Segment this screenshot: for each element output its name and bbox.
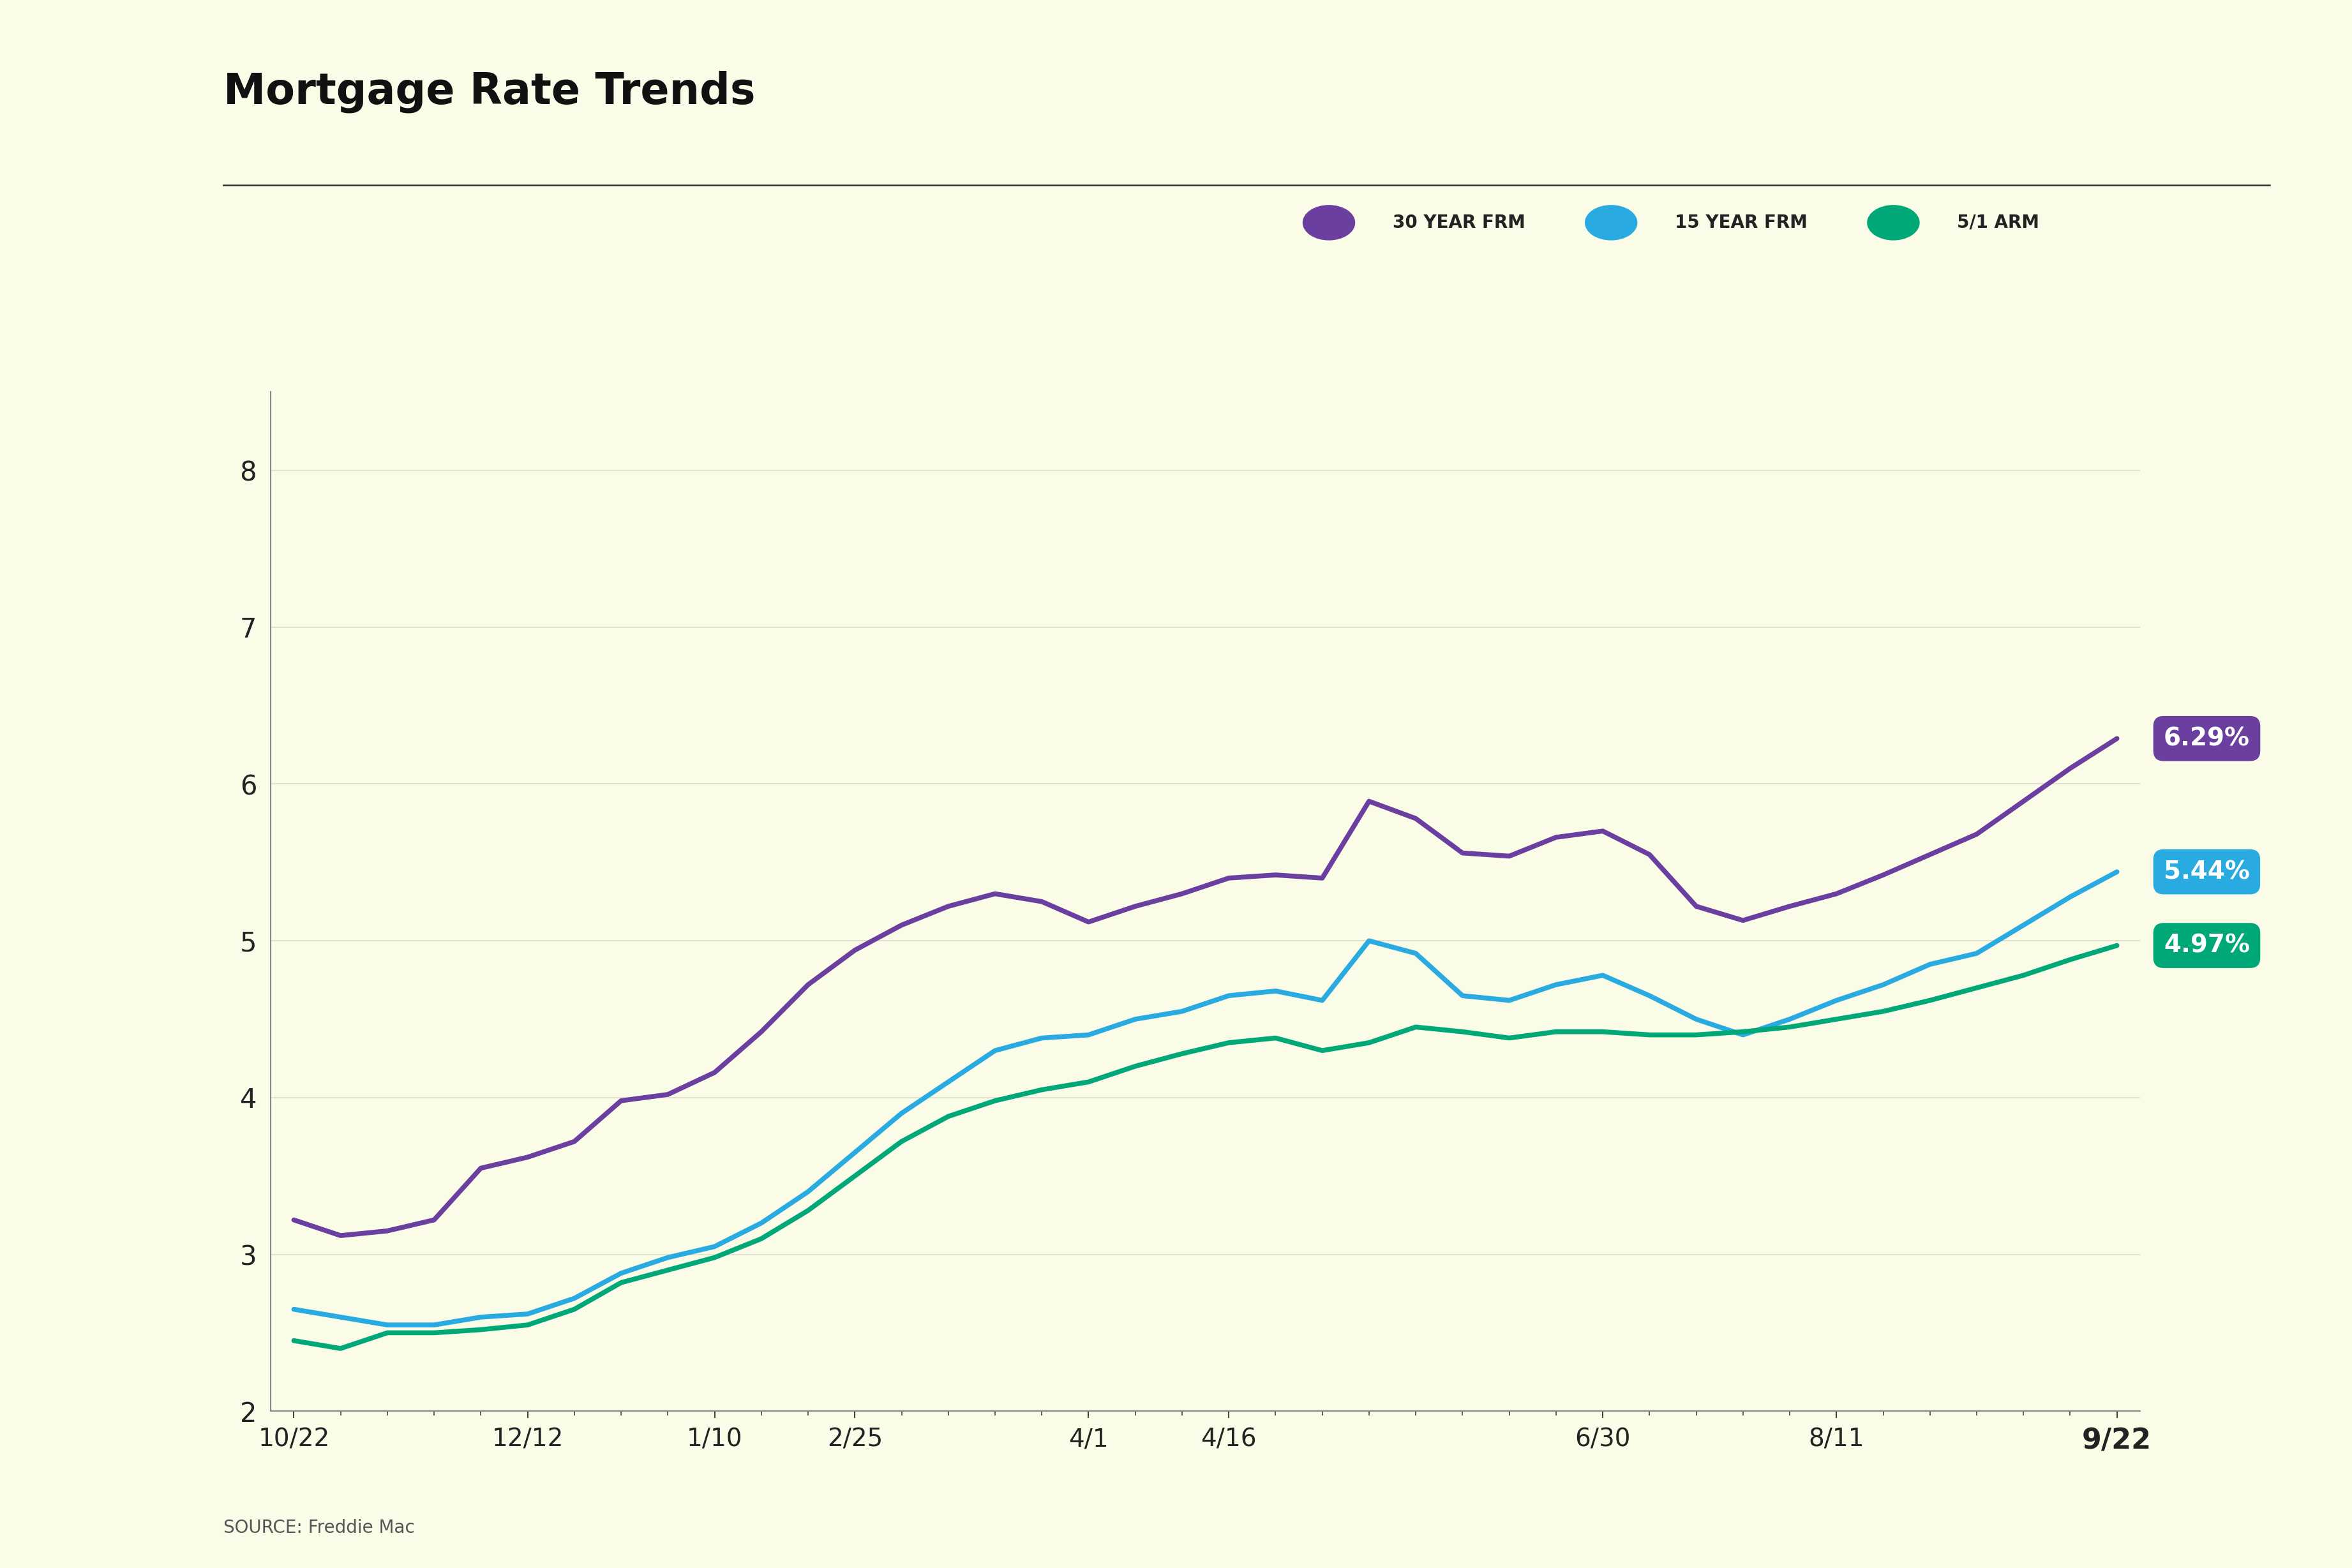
Text: 5/1 ARM: 5/1 ARM: [1957, 213, 2039, 232]
Text: 15 YEAR FRM: 15 YEAR FRM: [1675, 213, 1806, 232]
Text: 30 YEAR FRM: 30 YEAR FRM: [1392, 213, 1524, 232]
Text: Mortgage Rate Trends: Mortgage Rate Trends: [223, 71, 755, 113]
Text: 6.29%: 6.29%: [2164, 726, 2251, 751]
Text: SOURCE: Freddie Mac: SOURCE: Freddie Mac: [223, 1519, 414, 1537]
Text: 5.44%: 5.44%: [2164, 859, 2251, 884]
Text: 4.97%: 4.97%: [2164, 933, 2251, 958]
